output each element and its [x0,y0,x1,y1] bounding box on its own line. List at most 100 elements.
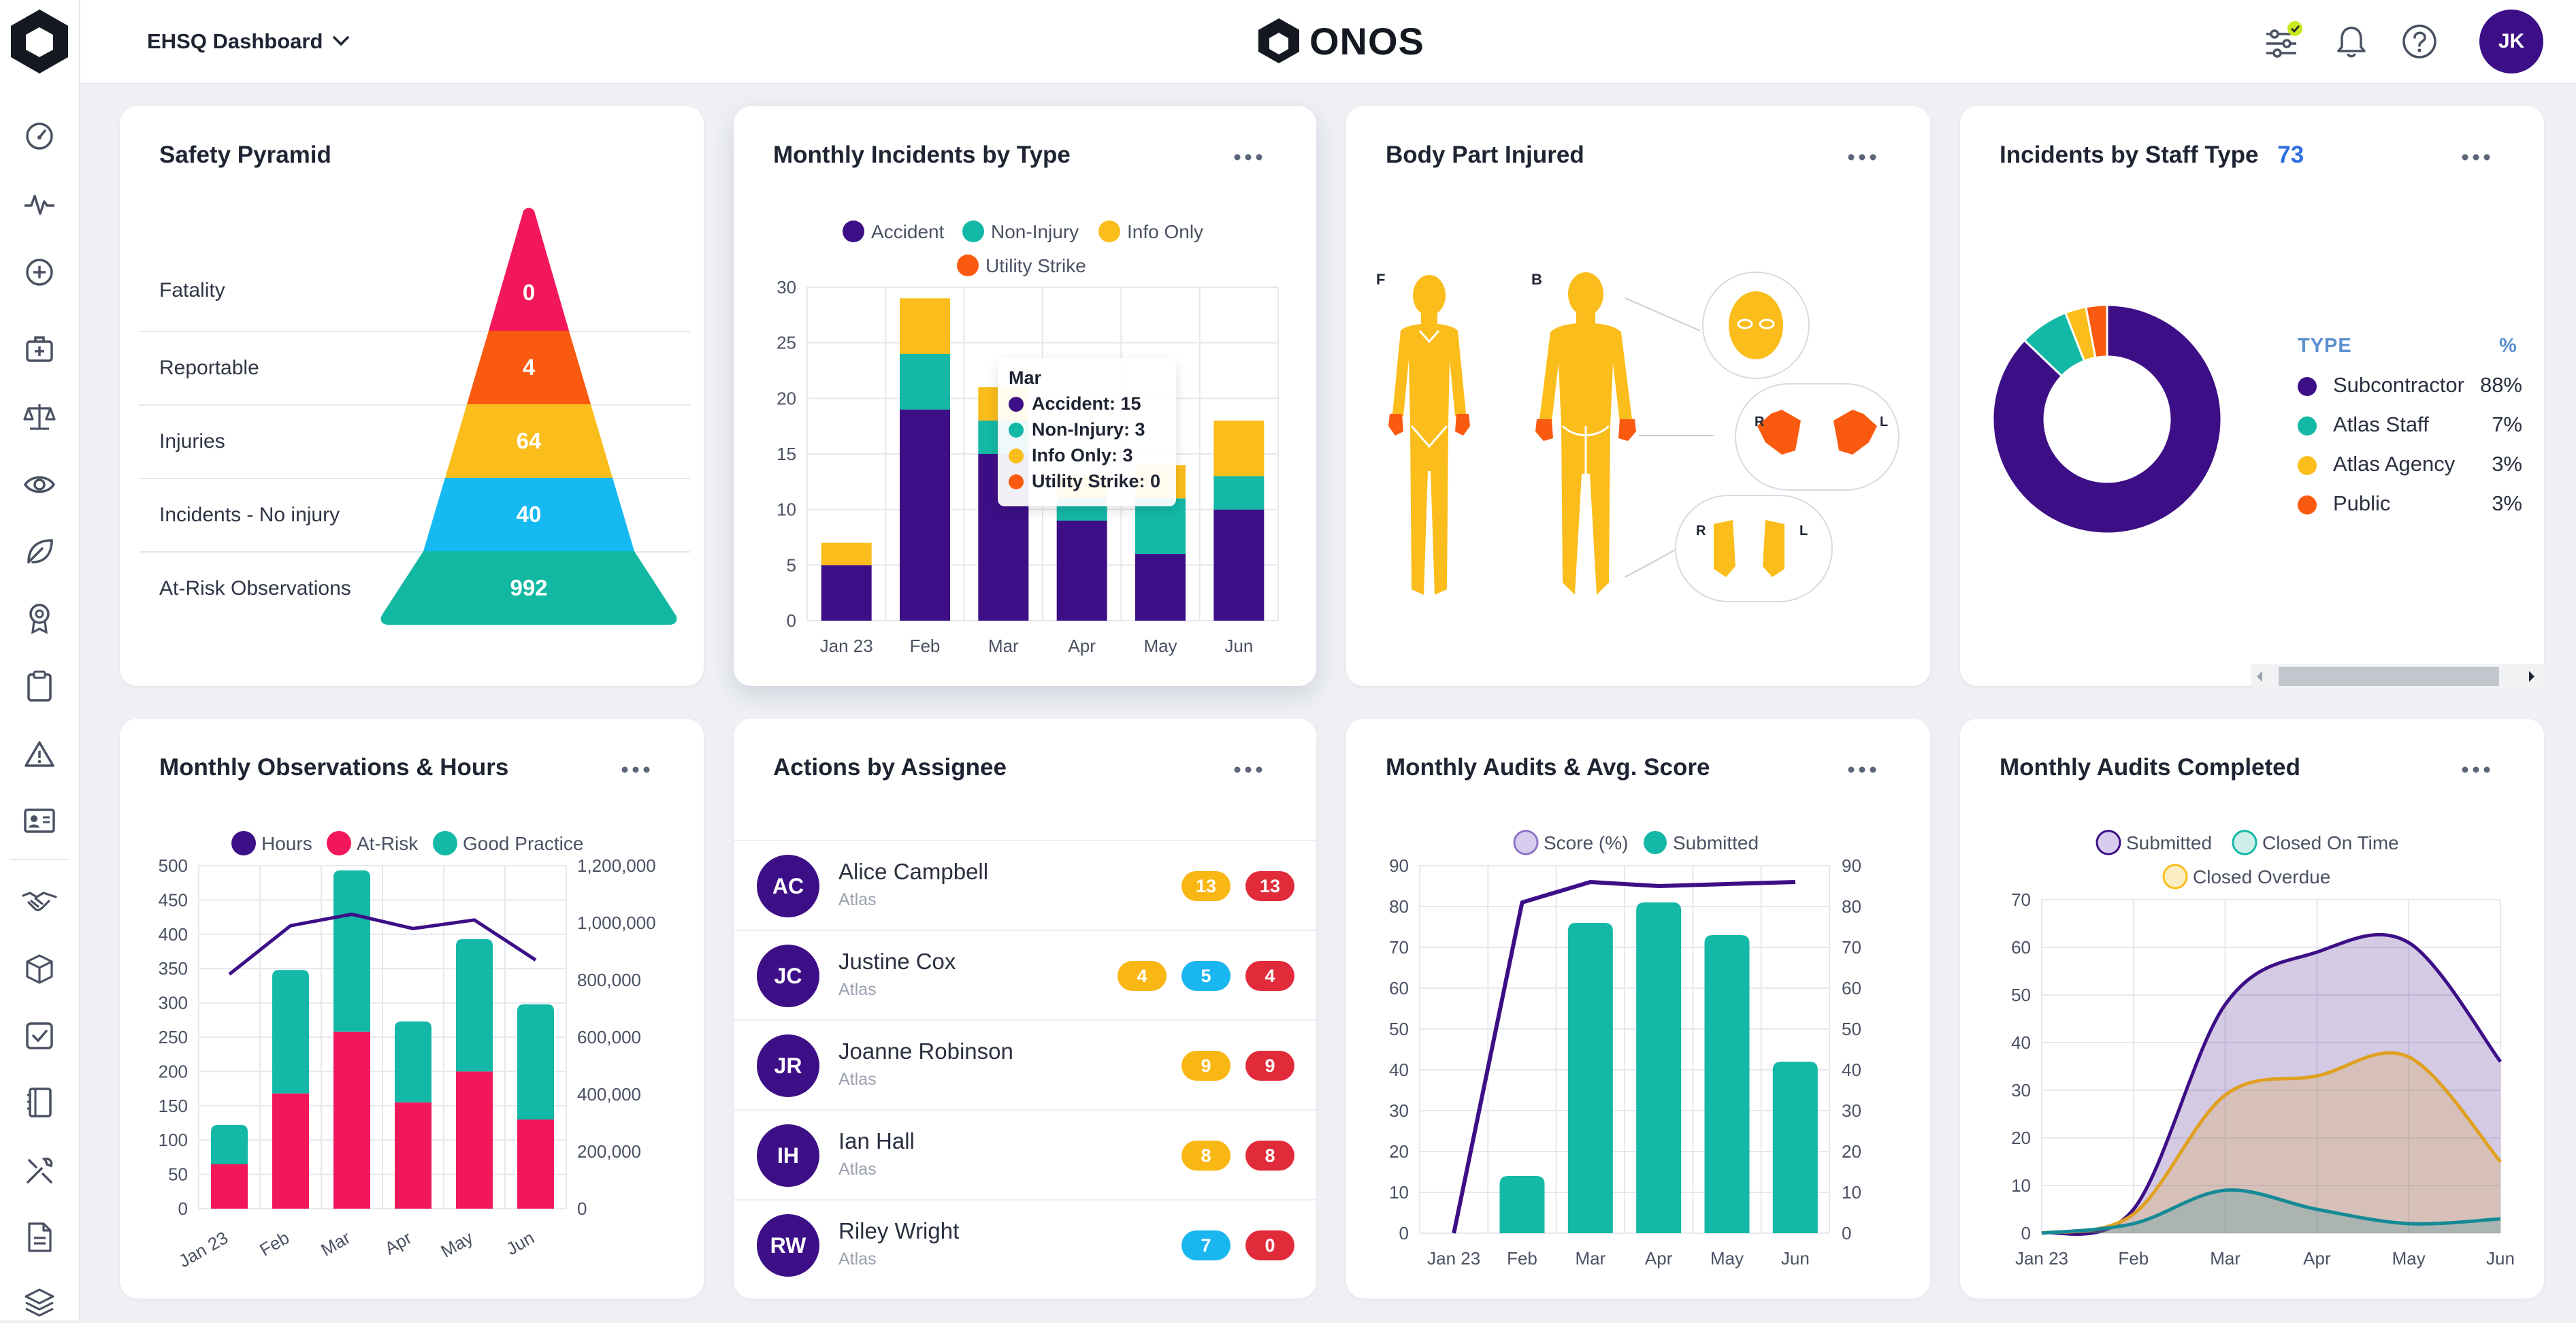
count-badge[interactable]: 4 [1118,961,1167,991]
assignee-avatar: AC [757,855,819,917]
y-tick-label: 350 [159,958,188,979]
handshake-icon[interactable] [19,881,60,921]
more-options-icon[interactable] [615,760,656,780]
count-badge[interactable]: 9 [1181,1051,1230,1081]
document-icon[interactable] [19,1217,60,1258]
warning-icon[interactable] [19,734,60,774]
card-title-text: Incidents by Staff Type [2000,142,2259,168]
bar-segment [1213,509,1265,621]
box-icon[interactable] [19,949,60,990]
y-tick-label: 30 [1389,1100,1409,1121]
staff-legend-row: Atlas Agency 3% [2298,451,2522,478]
bar-segment [900,298,950,354]
y-tick-label: 250 [159,1027,188,1047]
more-options-icon[interactable] [2456,760,2496,780]
user-avatar[interactable]: JK [2479,10,2543,74]
gauge-icon[interactable] [19,116,60,157]
assignee-avatar: IH [757,1124,819,1187]
id-card-icon[interactable] [19,800,60,841]
pulse-icon[interactable] [19,184,60,225]
x-tick-label: Apr [2303,1248,2331,1269]
tools-icon[interactable] [19,1150,60,1191]
assignee-name: Justine Cox [838,949,956,974]
more-options-icon[interactable] [1228,147,1269,167]
legend-label: Closed Overdue [2193,866,2330,887]
count-badge[interactable]: 4 [1245,961,1294,991]
percent-header: % [2499,335,2517,357]
assignee-row[interactable]: IH Ian Hall Atlas 8 8 [734,1109,1316,1199]
assignee-row[interactable]: AC Alice Campbell Atlas 13 13 [734,840,1316,930]
pyramid-value: 992 [510,575,547,600]
x-tick-label: Mar [2210,1248,2240,1269]
y-tick-label: 20 [1389,1141,1409,1162]
y-tick-label: 100 [159,1130,188,1150]
feet-detail[interactable]: R L [1675,495,1833,602]
help-icon[interactable] [2396,18,2443,65]
scales-icon[interactable] [19,396,60,437]
more-options-icon[interactable] [1842,760,1882,780]
plus-circle-icon[interactable] [19,252,60,293]
series-area [2042,934,2500,1235]
count-badge[interactable]: 8 [1245,1141,1294,1171]
assignee-row[interactable]: RW Riley Wright Atlas 7 0 [734,1199,1316,1289]
leaf-icon[interactable] [19,531,60,572]
filter-settings-icon[interactable] [2260,18,2307,65]
dashboard-selector[interactable]: EHSQ Dashboard [147,26,350,57]
more-options-icon[interactable] [1842,147,1882,167]
tooltip-row-text: Info Only: 3 [1032,445,1133,466]
audits-score-card: Monthly Audits & Avg. Score Score (%) Su… [1346,719,1930,1298]
count-badge[interactable]: 7 [1181,1230,1230,1260]
pyramid-level-reportable[interactable] [467,331,591,404]
y-tick-label: 150 [159,1096,188,1116]
pyramid-level-observations[interactable] [380,551,677,625]
bell-icon[interactable] [2328,18,2375,65]
count-badge[interactable]: 13 [1245,871,1294,901]
layers-icon[interactable] [19,1282,60,1323]
assignee-org: Atlas [838,1250,877,1269]
pyramid-value: 4 [523,355,536,380]
y-tick-label: 80 [1389,896,1409,917]
staff-legend-row: Atlas Staff 7% [2298,411,2522,438]
eye-icon[interactable] [19,464,60,505]
legend-label: Submitted [2126,832,2212,853]
count-badge[interactable]: 0 [1245,1230,1294,1260]
medical-kit-icon[interactable] [19,328,60,369]
count-badge[interactable]: 13 [1181,871,1230,901]
y-tick-label: 400 [159,924,188,945]
pyramid-level-injuries[interactable] [445,404,613,478]
head-detail[interactable] [1702,272,1810,379]
front-body-figure[interactable] [1388,275,1470,595]
count-badge[interactable]: 9 [1245,1051,1294,1081]
pyramid-level-fatality[interactable] [489,208,569,331]
count-badge[interactable]: 5 [1181,961,1230,991]
y-tick-label: 25 [777,333,796,353]
y-tick-label: 0 [2021,1223,2031,1243]
back-body-figure[interactable] [1535,272,1636,595]
assignee-name: Alice Campbell [838,859,989,884]
y-tick-label: 90 [1389,855,1409,876]
staff-legend-row: Subcontractor 88% [2298,372,2522,399]
assignee-row[interactable]: JR Joanne Robinson Atlas 9 9 [734,1019,1316,1109]
legend-label: Closed On Time [2262,832,2399,853]
legend-label: At-Risk [357,833,419,854]
pyramid-label: Fatality [159,279,225,301]
count-badge[interactable]: 8 [1181,1141,1230,1171]
bar-segment [821,542,872,566]
more-options-icon[interactable] [1228,760,1269,780]
checklist-icon[interactable] [19,1015,60,1056]
staff-legend: Subcontractor 88% Atlas Staff 7% Atlas Age… [2298,372,2522,535]
hands-detail[interactable]: R L [1735,383,1900,491]
card-title: Monthly Audits Completed [2000,754,2301,781]
pyramid-level-incidents[interactable] [423,478,634,551]
x-tick-label: Jun [503,1227,538,1259]
assignee-row[interactable]: JC Justine Cox Atlas 4 5 4 [734,930,1316,1019]
horizontal-scrollbar[interactable] [2251,664,2545,689]
more-options-icon[interactable] [2456,147,2496,167]
clipboard-icon[interactable] [19,666,60,706]
award-icon[interactable] [19,598,60,638]
assignee-org: Atlas [838,980,877,999]
card-title: Monthly Incidents by Type [773,142,1071,168]
app-logo[interactable] [8,7,71,75]
assignee-name: Joanne Robinson [838,1039,1013,1064]
book-icon[interactable] [19,1082,60,1123]
